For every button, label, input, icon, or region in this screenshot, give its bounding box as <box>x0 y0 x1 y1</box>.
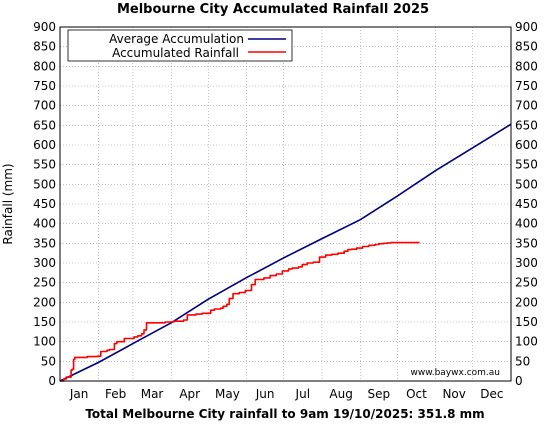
y-tick-label-right: 600 <box>515 138 538 152</box>
y-tick-label-right: 700 <box>515 99 538 113</box>
y-tick-label-left: 450 <box>33 197 56 211</box>
x-tick-label: Nov <box>442 387 465 401</box>
grid-lines <box>60 27 511 381</box>
y-tick-label-left: 700 <box>33 99 56 113</box>
x-tick-label: Mar <box>141 387 164 401</box>
y-tick-label-left: 650 <box>33 118 56 132</box>
x-tick-label: Aug <box>329 387 352 401</box>
y-tick-label-right: 750 <box>515 79 538 93</box>
legend: Average Accumulation Accumulated Rainfal… <box>67 29 293 62</box>
x-tick-label: Feb <box>105 387 126 401</box>
x-tick-label: Sep <box>367 387 390 401</box>
y-tick-label-left: 300 <box>33 256 56 270</box>
series-line-average <box>59 123 512 382</box>
y-tick-label-left: 200 <box>33 295 56 309</box>
y-tick-label-left: 0 <box>48 374 56 388</box>
y-tick-label-right: 850 <box>515 40 538 54</box>
y-tick-labels-left: 0 50 100 150 200 250 300 350 400 450 500 550 600 650 7… <box>33 20 56 388</box>
y-tick-label-left: 850 <box>33 40 56 54</box>
y-tick-label-left: 500 <box>33 177 56 191</box>
y-tick-label-left: 250 <box>33 276 56 290</box>
y-axis-label: Rainfall (mm) <box>1 163 15 244</box>
x-tick-labels: Jan Feb Mar Apr May Jun Jul Aug Sep Oct Nov Dec <box>69 387 504 401</box>
y-tick-label-right: 250 <box>515 276 538 290</box>
x-tick-label: Jan <box>69 387 89 401</box>
chart-title: Melbourne City Accumulated Rainfall 2025 <box>117 2 429 17</box>
x-tick-label: Dec <box>480 387 503 401</box>
x-tick-label: Jun <box>255 387 275 401</box>
x-tick-label: Jul <box>295 387 310 401</box>
y-tick-label-right: 100 <box>515 335 538 349</box>
chart-footer: Total Melbourne City rainfall to 9am 19/… <box>85 407 484 421</box>
y-tick-label-right: 450 <box>515 197 538 211</box>
plot-frame <box>59 26 512 382</box>
y-tick-label-left: 350 <box>33 236 56 250</box>
y-tick-labels-right: 0 50 100 150 200 250 300 350 400 450 500 550 600 650 7… <box>515 20 538 388</box>
legend-label-accumulated: Accumulated Rainfall <box>112 46 239 60</box>
y-tick-label-left: 750 <box>33 79 56 93</box>
x-tick-label: Apr <box>179 387 200 401</box>
x-tick-label: Oct <box>406 387 427 401</box>
y-tick-label-left: 50 <box>41 354 56 368</box>
legend-label-average: Average Accumulation <box>109 32 244 46</box>
y-tick-label-right: 50 <box>515 354 530 368</box>
y-tick-label-left: 600 <box>33 138 56 152</box>
y-tick-label-left: 400 <box>33 217 56 231</box>
y-tick-label-right: 0 <box>515 374 523 388</box>
y-tick-label-right: 200 <box>515 295 538 309</box>
series-layer <box>59 123 512 382</box>
y-tick-label-right: 650 <box>515 118 538 132</box>
y-tick-label-left: 900 <box>33 20 56 34</box>
y-tick-label-left: 100 <box>33 335 56 349</box>
y-tick-label-right: 900 <box>515 20 538 34</box>
y-tick-label-right: 300 <box>515 256 538 270</box>
y-tick-label-right: 350 <box>515 236 538 250</box>
series-line-accumulated <box>60 241 420 382</box>
y-tick-label-right: 150 <box>515 315 538 329</box>
legend-box <box>67 29 293 62</box>
y-tick-label-left: 550 <box>33 158 56 172</box>
y-tick-label-right: 400 <box>515 217 538 231</box>
y-tick-label-left: 800 <box>33 59 56 73</box>
y-tick-label-right: 500 <box>515 177 538 191</box>
x-tick-label: May <box>215 387 240 401</box>
y-tick-label-left: 150 <box>33 315 56 329</box>
credit-text: www.baywx.com.au <box>410 368 500 378</box>
y-tick-label-right: 800 <box>515 59 538 73</box>
y-tick-label-right: 550 <box>515 158 538 172</box>
